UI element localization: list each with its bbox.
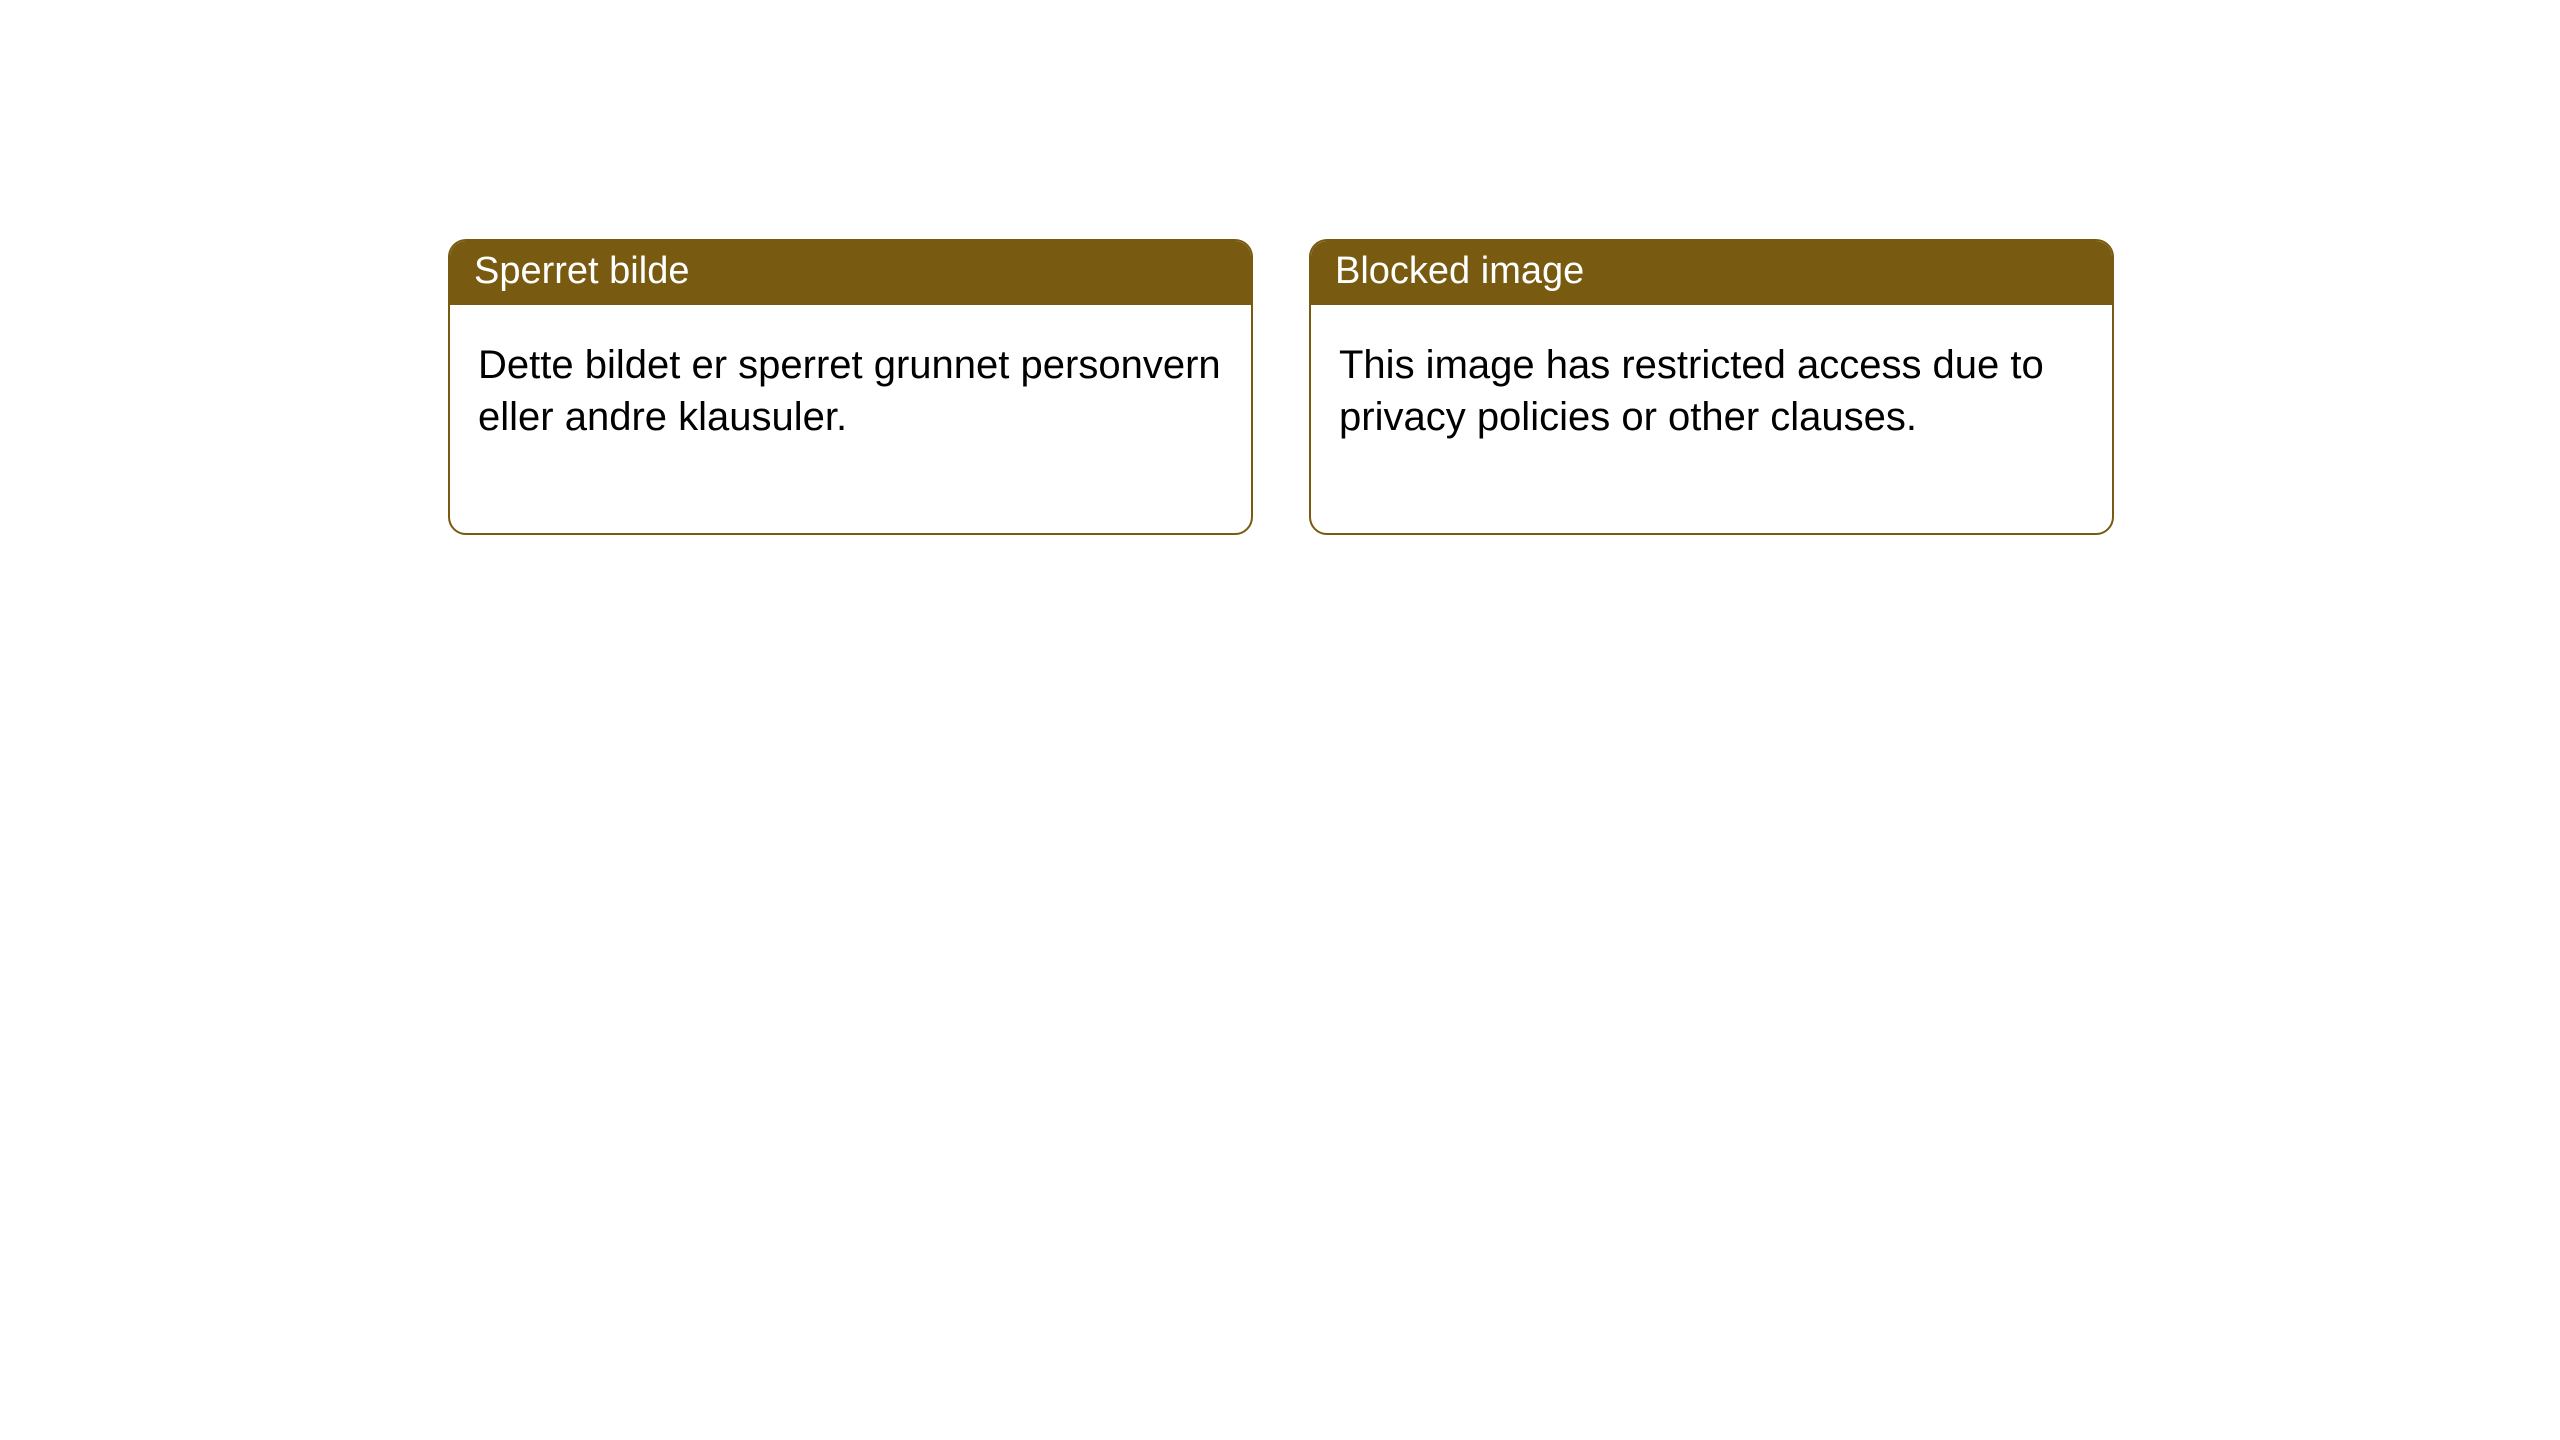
notice-card-english: Blocked image This image has restricted … <box>1309 239 2114 535</box>
notice-body: Dette bildet er sperret grunnet personve… <box>450 305 1251 533</box>
notice-card-norwegian: Sperret bilde Dette bildet er sperret gr… <box>448 239 1253 535</box>
notice-body: This image has restricted access due to … <box>1311 305 2112 533</box>
notice-container: Sperret bilde Dette bildet er sperret gr… <box>0 0 2560 535</box>
notice-header: Blocked image <box>1311 241 2112 305</box>
notice-header: Sperret bilde <box>450 241 1251 305</box>
